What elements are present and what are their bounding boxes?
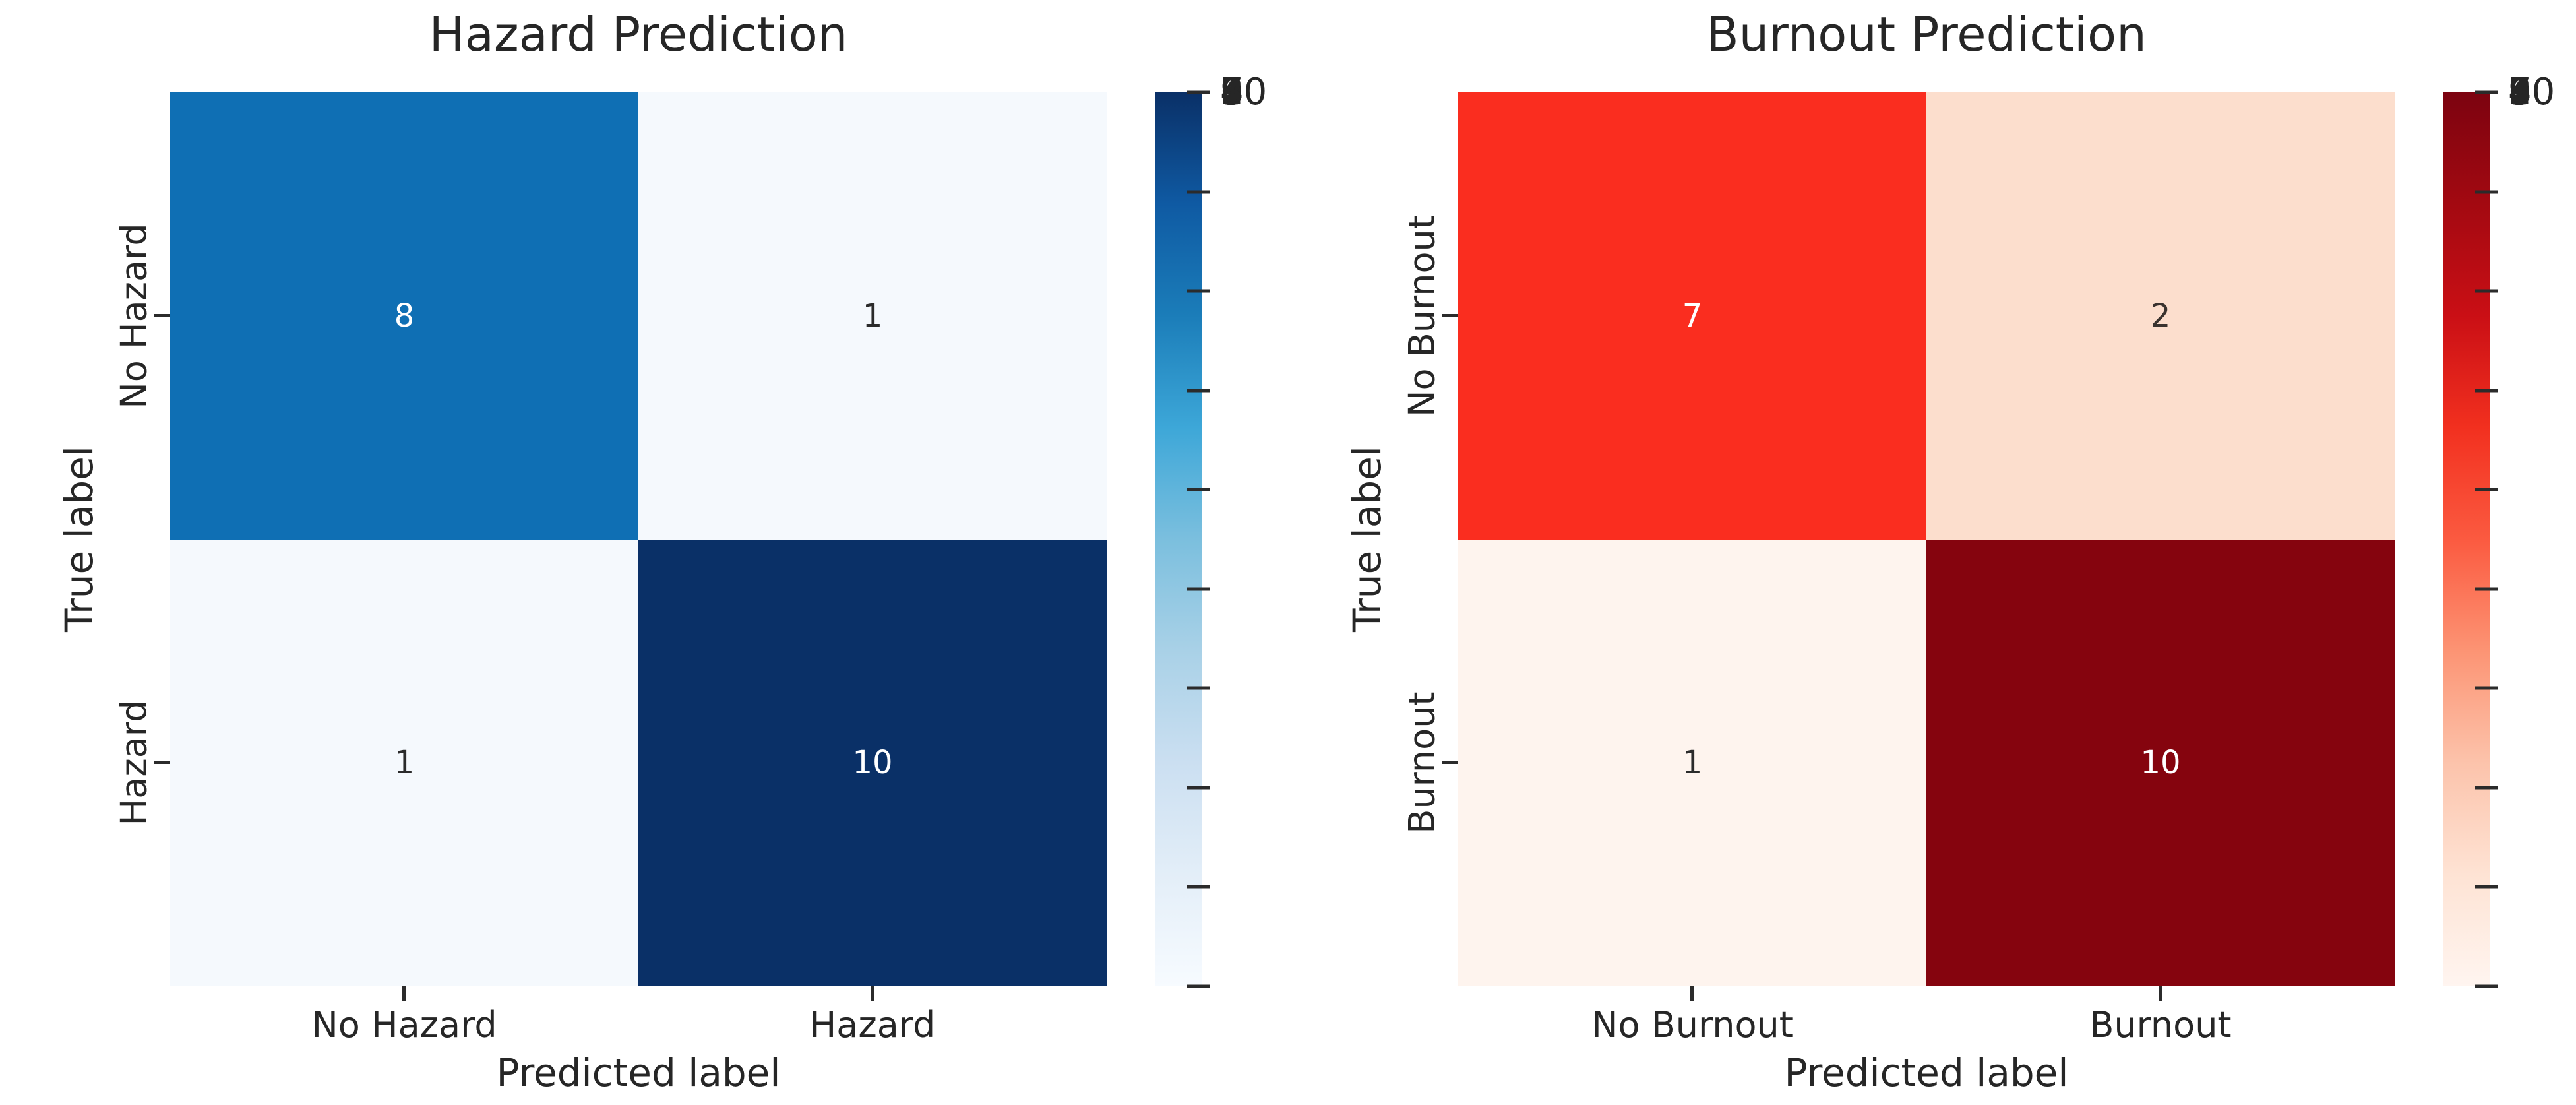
colorbar-tick-label: 9 [2508,71,2532,113]
x-axis-label: Predicted label [1784,1050,2069,1095]
y-tick-label: Hazard [113,699,155,826]
colorbar-tick-label: 4 [2508,71,2532,113]
matrix-cell: 1 [1458,539,1926,986]
colorbar-tick-label: 3 [1220,71,1244,113]
x-tick-mark [1690,986,1694,1001]
matrix-cell: 8 [170,92,638,540]
x-tick-label: No Hazard [311,1004,497,1046]
colorbar-tick-label: 2 [2508,71,2532,113]
y-tick-mark [154,314,170,317]
colorbar-tick-label: 10 [2508,71,2556,113]
x-tick-mark [2159,986,2162,1001]
x-tick-label: Hazard [809,1004,936,1046]
confusion-matrix: 7 2 1 10 [1458,92,2395,986]
colorbar-tick-label: 4 [1220,71,1244,113]
colorbar-tick-label: 7 [1220,71,1244,113]
colorbar-tick-label: 5 [2508,71,2532,113]
matrix-cell: 1 [170,539,638,986]
matrix-cell: 2 [1926,92,2395,540]
colorbar-tick-label: 6 [2508,71,2532,113]
matrix-cell: 7 [1458,92,1926,540]
y-tick-mark [154,761,170,764]
colorbar-tick-label: 7 [2508,71,2532,113]
colorbar-tick-label: 1 [2508,71,2532,113]
x-tick-label: Burnout [2089,1004,2232,1046]
x-axis-label: Predicted label [496,1050,781,1095]
colorbar-gradient [2443,92,2490,986]
x-tick-mark [402,986,406,1001]
matrix-cell: 10 [1926,539,2395,986]
colorbar-tick-label: 8 [2508,71,2532,113]
colorbar-tick-label: 9 [1220,71,1244,113]
colorbar-tick-label: 5 [1220,71,1244,113]
colorbar-tick-label: 10 [1220,71,1268,113]
y-axis-label: True label [1345,446,1390,632]
matrix-cell: 1 [638,92,1107,540]
colorbar-tick-label: 8 [1220,71,1244,113]
colorbar-tick-label: 6 [1220,71,1244,113]
x-tick-label: No Burnout [1591,1004,1793,1046]
y-tick-label: Burnout [1401,691,1443,834]
chart-title: Hazard Prediction [429,7,848,62]
colorbar-gradient [1155,92,1202,986]
x-tick-mark [871,986,874,1001]
colorbar-tick-label: 3 [2508,71,2532,113]
hazard-panel: Hazard Prediction True label No Hazard H… [57,7,1268,1095]
chart-title: Burnout Prediction [1706,7,2147,62]
burnout-panel: Burnout Prediction True label No Burnout… [1288,0,2576,1105]
matrix-cell: 10 [638,539,1107,986]
confusion-matrix: 8 1 1 10 [170,92,1107,986]
y-tick-mark [1442,314,1458,317]
y-axis-label: True label [57,446,102,632]
colorbar-tick-label: 1 [1220,71,1244,113]
y-tick-label: No Hazard [113,223,155,409]
y-tick-label: No Burnout [1401,215,1443,417]
colorbar-tick-label: 2 [1220,71,1244,113]
y-tick-mark [1442,761,1458,764]
